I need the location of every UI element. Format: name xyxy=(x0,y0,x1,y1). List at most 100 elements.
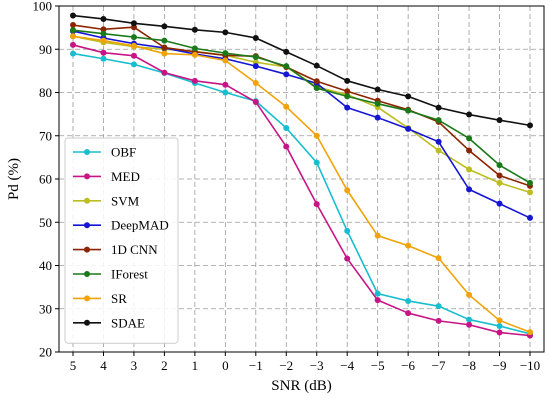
data-point xyxy=(435,147,442,154)
data-point xyxy=(466,166,473,173)
data-point xyxy=(405,93,412,100)
y-tick-label: 70 xyxy=(39,128,52,143)
data-point xyxy=(405,242,412,249)
data-point xyxy=(496,172,503,179)
data-point xyxy=(466,135,473,142)
x-tick-label: −9 xyxy=(493,358,507,373)
data-point xyxy=(374,297,381,304)
data-point xyxy=(344,88,351,95)
data-point xyxy=(70,33,76,40)
data-point xyxy=(496,200,503,207)
data-point xyxy=(496,317,503,324)
y-tick-label: 100 xyxy=(33,0,53,14)
x-tick-label: 3 xyxy=(131,358,138,373)
legend-item: SVM xyxy=(73,193,140,208)
data-point xyxy=(435,138,442,145)
data-point xyxy=(344,187,351,194)
legend-item: OBF xyxy=(73,145,136,160)
data-point xyxy=(344,227,351,234)
data-point xyxy=(161,23,168,30)
x-tick-label: −4 xyxy=(340,358,354,373)
data-point xyxy=(222,57,229,64)
x-tick-label: −8 xyxy=(462,358,476,373)
data-point xyxy=(313,159,320,166)
series-line xyxy=(72,44,531,337)
y-tick-label: 60 xyxy=(39,172,52,187)
data-point xyxy=(100,55,107,62)
data-point xyxy=(313,201,320,208)
data-point xyxy=(70,22,76,29)
data-point xyxy=(313,62,320,69)
x-tick-label: −10 xyxy=(520,358,540,373)
data-point xyxy=(435,317,442,324)
x-tick-label: 2 xyxy=(161,358,168,373)
data-point xyxy=(374,100,381,107)
data-point xyxy=(313,85,320,92)
x-tick-label: −7 xyxy=(432,358,446,373)
legend-label: SR xyxy=(111,291,127,306)
data-point xyxy=(405,297,412,304)
data-point xyxy=(496,179,503,186)
legend-swatch-marker xyxy=(84,173,90,180)
series-line xyxy=(72,24,531,187)
data-point xyxy=(313,132,320,139)
legend-swatch-marker xyxy=(84,246,90,253)
x-tick-label: 5 xyxy=(70,358,77,373)
y-tick-label: 90 xyxy=(39,42,52,57)
legend-swatch-marker xyxy=(84,197,90,204)
legend-swatch-marker xyxy=(84,271,90,277)
data-point xyxy=(100,37,107,44)
data-point xyxy=(527,329,533,336)
series-sdae xyxy=(70,12,533,129)
legend-label: 1D CNN xyxy=(111,242,158,257)
data-point xyxy=(313,78,320,85)
data-point xyxy=(344,77,351,84)
legend-box xyxy=(64,137,179,344)
data-point xyxy=(466,111,473,118)
legend-swatch-marker xyxy=(84,319,90,326)
data-point xyxy=(252,63,259,70)
data-point xyxy=(161,50,168,57)
data-point xyxy=(374,114,381,121)
legend-label: IForest xyxy=(111,267,148,282)
data-point xyxy=(435,104,442,111)
x-tick-label: 0 xyxy=(222,358,229,373)
legend-item: SDAE xyxy=(73,315,145,330)
data-point xyxy=(191,51,198,58)
data-point xyxy=(222,89,229,96)
data-point xyxy=(283,143,290,150)
x-tick-label: 4 xyxy=(100,358,107,373)
x-axis-title: SNR (dB) xyxy=(271,378,331,394)
x-tick-label: −1 xyxy=(249,358,263,373)
data-point xyxy=(374,290,381,297)
data-point xyxy=(222,29,229,36)
y-tick-label: 20 xyxy=(39,345,52,360)
legend-label: OBF xyxy=(111,145,136,160)
x-tick-label: −5 xyxy=(371,358,385,373)
x-tick-label: −3 xyxy=(310,358,324,373)
series-med xyxy=(70,41,533,339)
series-line xyxy=(72,30,531,219)
series-layer xyxy=(70,12,533,339)
series-sr xyxy=(70,33,533,336)
legend-item: IForest xyxy=(73,267,148,282)
legend: OBF MED SVM DeepMAD 1D CNN IForest SR SDAE xyxy=(64,137,179,344)
data-point xyxy=(466,316,473,323)
data-point xyxy=(496,117,503,124)
y-axis-title: Pd (%) xyxy=(6,158,22,200)
y-tick-label: 40 xyxy=(39,258,52,273)
data-point xyxy=(130,61,137,68)
legend-item: DeepMAD xyxy=(73,218,169,233)
data-point xyxy=(70,50,76,57)
y-tick-label: 50 xyxy=(39,215,52,230)
x-tick-label: −2 xyxy=(279,358,293,373)
data-point xyxy=(283,48,290,55)
data-point xyxy=(100,30,107,37)
legend-label: DeepMAD xyxy=(111,218,169,233)
data-point xyxy=(466,186,473,193)
legend-swatch-marker xyxy=(84,295,90,302)
data-point xyxy=(374,232,381,239)
data-point xyxy=(283,124,290,131)
legend-item: MED xyxy=(73,169,140,184)
data-point xyxy=(496,329,503,336)
